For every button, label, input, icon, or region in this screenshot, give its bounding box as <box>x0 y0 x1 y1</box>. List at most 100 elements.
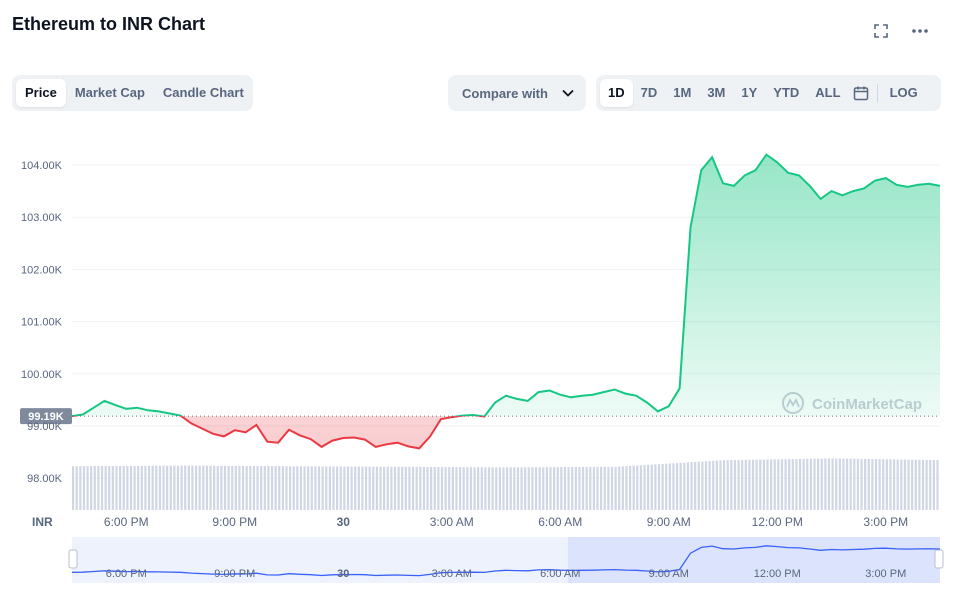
volume-bar <box>426 466 429 510</box>
volume-bar <box>220 465 223 510</box>
range-1m[interactable]: 1M <box>673 85 692 100</box>
volume-bar <box>835 458 838 510</box>
calendar-glyph <box>853 86 868 101</box>
baseline-price-tag: 99.19K <box>20 408 72 425</box>
volume-bar <box>770 459 773 510</box>
volume-bar <box>524 467 527 510</box>
volume-bar <box>628 465 632 510</box>
volume-bar <box>788 459 791 510</box>
more-horizontal-icon[interactable] <box>908 20 932 42</box>
volume-bar <box>321 466 324 510</box>
range-all[interactable]: ALL <box>815 85 841 100</box>
range-1y[interactable]: 1Y <box>741 85 758 100</box>
volume-bar <box>563 467 567 510</box>
volume-bar <box>100 466 104 510</box>
volume-bar <box>176 465 180 510</box>
volume-bar <box>205 465 209 510</box>
volume-bar <box>184 465 187 510</box>
volume-bar <box>903 459 907 510</box>
volume-bar <box>339 466 342 510</box>
volume-bar <box>574 467 577 510</box>
volume-bar <box>115 465 118 510</box>
volume-bar <box>223 465 227 510</box>
volume-bar <box>827 458 831 510</box>
volume-bar <box>484 467 487 510</box>
volume-bar <box>458 467 462 510</box>
volume-bar <box>491 467 494 510</box>
volume-bar <box>289 466 292 510</box>
volume-bar <box>241 465 245 510</box>
price-line-above <box>71 153 941 417</box>
volume-bar <box>643 465 646 510</box>
volume-bar <box>592 466 595 510</box>
volume-bar <box>140 465 143 510</box>
volume-bar <box>849 458 852 510</box>
volume-bar <box>661 463 664 510</box>
navigator-tick-label: 6:00 AM <box>540 568 580 580</box>
navigator-tick-label: 9:00 PM <box>214 568 255 580</box>
tab-market-cap[interactable]: Market Cap <box>74 85 145 100</box>
volume-bar <box>155 465 158 510</box>
x-tick-label: 30 <box>337 515 351 529</box>
volume-bar <box>647 464 650 510</box>
volume-bar <box>361 466 364 510</box>
navigator-tick-label: 30 <box>337 568 349 580</box>
watermark-text: CoinMarketCap <box>812 396 922 413</box>
range-7d[interactable]: 7D <box>640 85 658 100</box>
expand-icon[interactable] <box>869 20 893 42</box>
volume-bar <box>791 459 794 510</box>
volume-bar <box>679 462 682 510</box>
volume-bar <box>719 460 722 510</box>
volume-bar <box>270 466 274 510</box>
navigator: 6:00 PM 9:00 PM 30 3:00 AM 6:00 AM 9:00 AM 12:… <box>68 537 944 583</box>
volume-bar <box>430 466 433 510</box>
volume-bar <box>596 466 599 510</box>
volume-bars <box>72 458 939 510</box>
volume-bar <box>936 460 939 510</box>
volume-bar <box>202 465 205 510</box>
volume-bar <box>737 459 740 510</box>
range-1d[interactable]: 1D <box>600 79 633 107</box>
volume-bar <box>675 463 679 510</box>
volume-bar <box>245 465 248 510</box>
price-area-below <box>72 416 940 449</box>
tab-candle-chart[interactable]: Candle Chart <box>162 85 244 100</box>
chevron-down-icon <box>562 89 574 97</box>
volume-bar <box>386 466 389 510</box>
tab-price[interactable]: Price <box>16 79 66 107</box>
volume-bar <box>390 466 393 510</box>
range-divider <box>876 84 878 102</box>
volume-bar <box>921 459 925 510</box>
volume-bar <box>766 459 769 510</box>
volume-bar <box>668 463 671 510</box>
volume-bar <box>292 466 295 510</box>
volume-bar <box>231 465 234 510</box>
volume-bar <box>375 466 378 510</box>
volume-bar <box>697 461 700 510</box>
volume-bar <box>401 466 404 510</box>
volume-bar <box>773 459 776 510</box>
volume-bar <box>194 465 198 510</box>
volume-bar <box>234 465 237 510</box>
volume-bar <box>878 459 881 510</box>
range-ytd[interactable]: YTD <box>773 85 800 100</box>
currency-label: INR <box>32 515 53 529</box>
volume-bar <box>603 466 606 510</box>
volume-bar <box>625 466 628 510</box>
compare-with-dropdown[interactable]: Compare with <box>448 75 586 111</box>
volume-bar <box>440 467 444 510</box>
volume-bar <box>549 467 552 510</box>
volume-bar <box>256 466 259 510</box>
range-3m[interactable]: 3M <box>707 85 726 100</box>
volume-bar <box>72 466 75 510</box>
volume-bar <box>545 467 548 510</box>
volume-bar <box>534 467 538 510</box>
log-scale-toggle[interactable]: LOG <box>889 85 918 100</box>
y-tick-label: 99.00K <box>27 421 63 433</box>
volume-bar <box>600 466 603 510</box>
calendar-icon[interactable] <box>849 79 873 107</box>
volume-bar <box>473 467 476 510</box>
volume-bar <box>802 458 805 510</box>
navigator-background <box>72 537 940 583</box>
volume-bar <box>444 467 447 510</box>
